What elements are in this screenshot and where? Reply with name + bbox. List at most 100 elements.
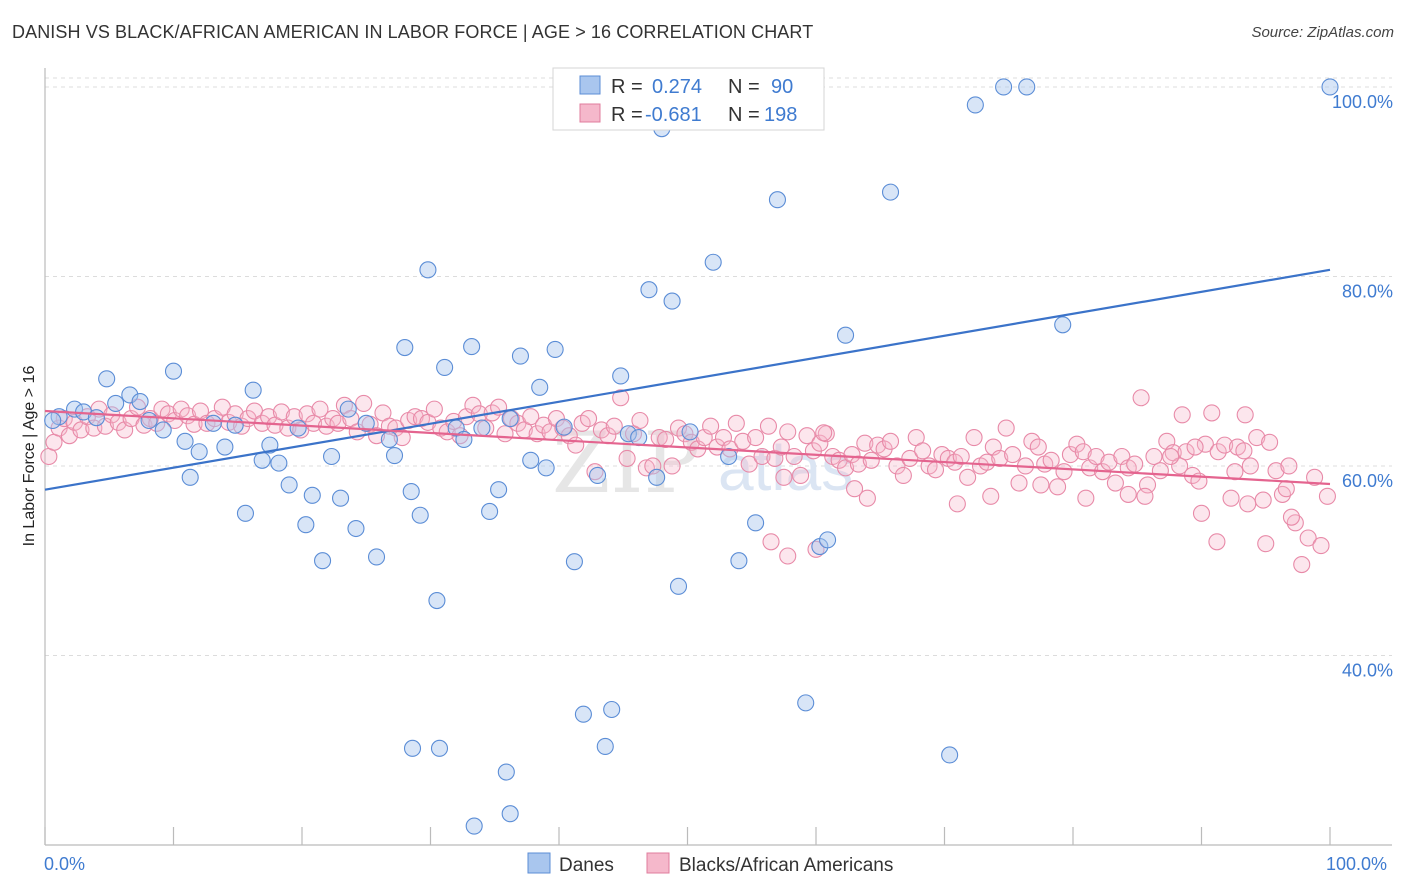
blacks-point <box>845 480 864 498</box>
blacks-series-points <box>40 389 1336 574</box>
danes-point <box>881 183 900 201</box>
blacks-point <box>631 411 649 430</box>
danes-point <box>331 489 350 507</box>
danes-point <box>837 326 855 344</box>
blacks-point <box>438 423 456 441</box>
blacks-point <box>580 410 598 428</box>
x-ticks <box>44 827 1331 845</box>
blacks-point <box>914 442 932 460</box>
danes-point <box>588 466 607 485</box>
danes-point <box>537 459 555 477</box>
danes-point <box>630 428 648 447</box>
danes-point <box>190 443 208 461</box>
legend-blacks-swatch <box>579 103 601 123</box>
danes-point <box>176 432 194 450</box>
blacks-point <box>1257 535 1275 553</box>
blacks-point <box>612 389 630 407</box>
blacks-point <box>1216 436 1234 454</box>
blacks-point <box>926 461 945 479</box>
blacks-point <box>1023 432 1041 450</box>
blacks-point <box>1151 462 1169 480</box>
x-tick-label-min: 0.0% <box>44 854 85 874</box>
blacks-point <box>1171 457 1189 475</box>
blacks-point <box>1077 489 1095 507</box>
danes-point <box>385 447 404 465</box>
blacks-point <box>775 468 793 486</box>
danes-point <box>253 451 271 469</box>
blacks-point <box>740 455 758 473</box>
blacks-point <box>1074 443 1092 461</box>
blacks-point <box>1177 443 1195 461</box>
danes-point <box>501 410 519 428</box>
danes-point <box>546 340 564 358</box>
y-tick-label: 100.0% <box>1332 92 1393 112</box>
bottom-legend-danes-label: Danes <box>559 855 614 876</box>
blacks-point <box>40 447 58 466</box>
danes-point <box>501 805 519 823</box>
danes-point <box>339 400 357 418</box>
danes-point <box>226 416 244 434</box>
blacks-point <box>1192 504 1211 522</box>
blacks-point <box>1162 447 1180 466</box>
blacks-point <box>1196 435 1214 453</box>
danes-point <box>640 281 658 299</box>
y-tick-label: 60.0% <box>1342 471 1393 491</box>
y-tick-label: 40.0% <box>1342 660 1393 680</box>
danes-point <box>481 502 499 521</box>
danes-point <box>140 411 158 430</box>
legend-r-value-2: -0.681 <box>645 104 702 126</box>
legend-r-label-1: R = <box>611 76 643 98</box>
legend-n-value-1: 90 <box>771 76 793 98</box>
blacks-point <box>991 449 1009 467</box>
x-tick-label-max: 100.0% <box>1326 854 1387 874</box>
danes-point <box>663 292 681 310</box>
blacks-point <box>965 428 983 447</box>
blacks-point <box>1029 438 1047 456</box>
blacks-point <box>1010 474 1028 492</box>
bottom-legend-blacks-swatch <box>646 852 670 874</box>
axes <box>44 68 1392 846</box>
blacks-point <box>1318 487 1336 505</box>
danes-point <box>121 386 139 404</box>
correlation-legend: R = 0.274 N = 90 R = -0.681 N = 198 <box>552 67 825 131</box>
danes-point <box>419 261 437 279</box>
blacks-point <box>978 453 996 471</box>
danes-point <box>244 381 262 399</box>
blacks-point <box>425 400 443 418</box>
danes-point <box>463 338 481 356</box>
danes-point <box>941 746 959 764</box>
danes-point <box>154 421 172 439</box>
blacks-point <box>959 468 977 486</box>
danes-point <box>612 367 630 385</box>
blacks-point <box>1282 508 1300 526</box>
blacks-point <box>464 396 482 414</box>
blacks-point <box>792 466 810 485</box>
blacks-point <box>567 436 585 454</box>
danes-point <box>98 370 116 388</box>
blacks-point <box>311 400 329 418</box>
blacks-point <box>772 438 790 456</box>
series-legend: Danes Blacks/African Americans <box>527 852 893 876</box>
blacks-point <box>702 417 720 435</box>
blacks-point <box>1261 433 1279 451</box>
blacks-point <box>1239 495 1257 513</box>
danes-point <box>303 486 321 504</box>
trend-lines <box>44 268 1331 491</box>
blacks-point <box>901 449 919 467</box>
danes-point <box>465 817 483 835</box>
y-tick-label: 80.0% <box>1342 281 1393 301</box>
legend-r-label-2: R = <box>611 104 643 126</box>
danes-point <box>270 454 288 472</box>
source-label: Source: ZipAtlas.com <box>1251 24 1394 41</box>
blacks-point <box>1208 533 1226 551</box>
legend-n-label-2: N = <box>728 104 760 126</box>
danes-point <box>289 419 307 437</box>
danes-point <box>403 739 422 757</box>
danes-point <box>164 362 183 380</box>
danes-point <box>436 358 454 376</box>
danes-point <box>402 483 420 501</box>
blacks-point <box>657 430 675 448</box>
blacks-point <box>1042 451 1060 469</box>
blacks-point <box>779 423 797 441</box>
danes-point <box>819 531 837 549</box>
